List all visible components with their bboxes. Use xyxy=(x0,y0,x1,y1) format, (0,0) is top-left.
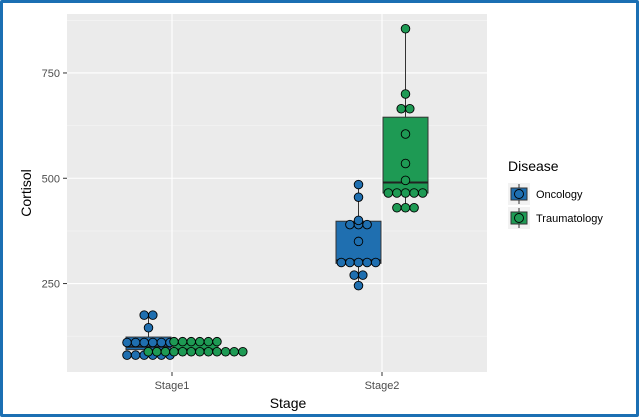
data-point xyxy=(345,219,355,230)
data-point xyxy=(229,347,239,357)
data-point xyxy=(177,336,188,347)
data-point xyxy=(203,336,214,347)
data-point xyxy=(400,175,411,186)
data-point xyxy=(238,347,248,357)
data-point xyxy=(220,347,231,357)
data-point xyxy=(143,347,153,357)
data-point xyxy=(139,337,149,348)
data-point xyxy=(400,188,411,198)
y-tick-label: 500 xyxy=(42,173,60,185)
legend-item-oncology: Oncology xyxy=(508,183,583,205)
data-point xyxy=(353,280,364,291)
data-point xyxy=(358,270,368,280)
y-tick-label: 250 xyxy=(42,279,60,291)
data-point xyxy=(156,337,167,348)
data-point xyxy=(160,347,171,357)
data-point xyxy=(212,336,222,347)
data-point xyxy=(122,350,132,360)
data-point xyxy=(400,89,411,99)
data-point xyxy=(417,188,428,198)
legend-title: Disease xyxy=(508,158,559,174)
legend-label: Traumatology xyxy=(536,213,603,225)
data-point xyxy=(400,129,411,139)
data-point xyxy=(383,188,394,198)
y-tick-label: 750 xyxy=(42,68,60,80)
data-point xyxy=(195,336,205,347)
data-point xyxy=(152,347,162,357)
data-point xyxy=(169,347,179,357)
data-point xyxy=(400,158,411,169)
data-point xyxy=(345,257,355,268)
data-point xyxy=(405,104,415,114)
legend-label: Oncology xyxy=(536,189,583,201)
data-point xyxy=(148,310,158,320)
legend-key-dot xyxy=(514,189,524,199)
data-point xyxy=(362,219,372,230)
data-point xyxy=(362,257,372,268)
boxplot-layer xyxy=(125,28,429,356)
data-point xyxy=(139,310,149,320)
data-point xyxy=(370,257,381,268)
data-point xyxy=(353,192,364,202)
legend: Disease Oncology Traumatology xyxy=(508,158,603,229)
data-point xyxy=(143,323,154,333)
data-point xyxy=(353,215,364,226)
data-point xyxy=(169,336,179,347)
legend-key-dot xyxy=(514,213,524,223)
data-point xyxy=(177,347,188,357)
data-point xyxy=(400,23,411,34)
x-axis-title: Stage xyxy=(270,395,307,411)
y-axis-title: Cortisol xyxy=(18,169,34,216)
data-point xyxy=(148,337,158,348)
data-point xyxy=(353,257,364,268)
data-point xyxy=(353,179,364,190)
x-tick-label: Stage1 xyxy=(155,380,190,392)
legend-item-traumatology: Traumatology xyxy=(508,207,603,229)
data-point xyxy=(353,236,364,247)
dotplot-layer xyxy=(122,23,428,360)
data-point xyxy=(122,337,132,348)
data-point xyxy=(409,188,419,198)
data-point xyxy=(186,347,196,357)
data-point xyxy=(130,337,141,348)
data-point xyxy=(186,336,196,347)
data-point xyxy=(130,350,141,360)
data-point xyxy=(392,202,402,213)
data-point xyxy=(396,104,406,114)
axes-layer: 250 500 750 Stage1 Stage2 xyxy=(42,68,400,392)
data-point xyxy=(203,347,214,357)
data-point xyxy=(195,347,205,357)
data-point xyxy=(400,202,411,213)
x-tick-label: Stage2 xyxy=(365,380,400,392)
data-point xyxy=(349,270,359,280)
data-point xyxy=(212,347,222,357)
data-point xyxy=(409,202,419,213)
data-point xyxy=(336,257,347,268)
data-point xyxy=(392,188,402,198)
